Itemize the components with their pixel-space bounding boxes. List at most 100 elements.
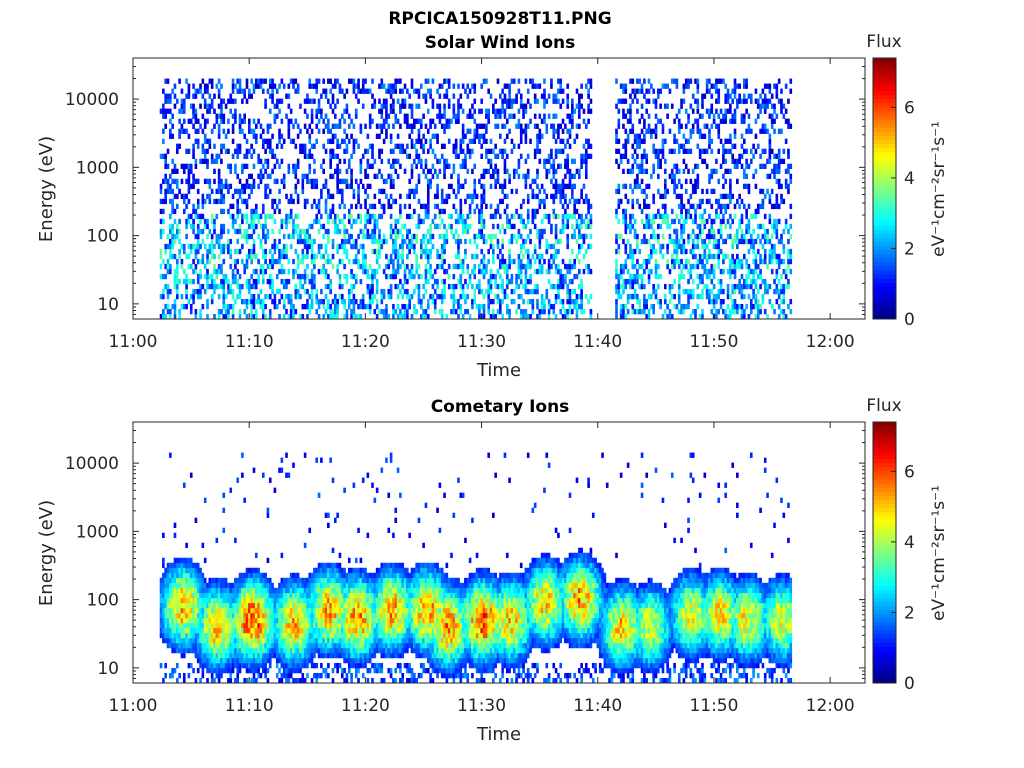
heatmap-cell <box>694 308 697 315</box>
heatmap-cell <box>436 263 439 270</box>
heatmap-cell <box>580 103 583 109</box>
heatmap-cell <box>222 98 226 104</box>
heatmap-cell <box>719 288 723 295</box>
heatmap-cell <box>440 188 444 195</box>
heatmap-cell <box>394 273 398 280</box>
heatmap-cell <box>215 213 219 220</box>
heatmap-cell <box>220 183 223 190</box>
colorbar-segment <box>873 241 896 247</box>
heatmap-cell <box>243 93 246 99</box>
heatmap-cell <box>710 108 714 114</box>
heatmap-cell <box>747 248 751 255</box>
heatmap-cell <box>345 88 349 94</box>
heatmap-cell <box>440 193 444 200</box>
heatmap-cell <box>169 188 172 195</box>
heatmap-cell <box>729 293 732 300</box>
heatmap-cell <box>578 198 581 205</box>
heatmap-cell <box>584 193 588 200</box>
heatmap-cell <box>761 298 765 305</box>
heatmap-cell <box>749 308 753 315</box>
heatmap-cell <box>712 273 716 280</box>
heatmap-cell <box>196 198 200 205</box>
heatmap-cell <box>461 158 465 165</box>
heatmap-cell <box>782 268 786 275</box>
heatmap-cell <box>775 223 779 230</box>
heatmap-cell <box>524 248 528 255</box>
heatmap-cell <box>371 238 374 245</box>
heatmap-cell <box>684 248 688 255</box>
heatmap-cell <box>775 218 779 225</box>
heatmap-cell <box>206 178 209 185</box>
heatmap-cell <box>264 168 267 175</box>
heatmap-cell <box>724 118 728 124</box>
heatmap-cell <box>315 178 319 185</box>
heatmap-cell <box>536 183 539 190</box>
heatmap-cell <box>526 153 530 159</box>
heatmap-cell <box>338 188 342 195</box>
heatmap-cell <box>436 113 439 119</box>
heatmap-cell <box>547 153 551 159</box>
heatmap-cell <box>187 188 191 195</box>
heatmap-cell <box>677 293 681 300</box>
heatmap-cell <box>208 283 212 290</box>
colorbar-segment <box>873 302 896 308</box>
heatmap-cell <box>419 138 423 144</box>
heatmap-cell <box>429 248 432 255</box>
heatmap-cell <box>196 118 200 124</box>
heatmap-cell <box>701 133 704 139</box>
heatmap-cell <box>657 298 660 305</box>
heatmap-cell <box>615 238 618 245</box>
heatmap-cell <box>336 243 339 250</box>
heatmap-cell <box>559 238 563 245</box>
heatmap-cell <box>392 83 395 89</box>
heatmap-cell <box>259 173 263 180</box>
heatmap-cell <box>617 163 621 170</box>
heatmap-cell <box>459 103 463 109</box>
heatmap-cell <box>747 223 751 230</box>
heatmap-cell <box>617 203 621 210</box>
heatmap-cell <box>331 263 335 270</box>
heatmap-cell <box>636 198 639 205</box>
heatmap-cell <box>487 158 490 165</box>
heatmap-cell <box>426 198 430 205</box>
heatmap-cell <box>710 148 714 154</box>
heatmap-cell <box>189 118 193 124</box>
heatmap-cell <box>192 173 195 180</box>
heatmap-cell <box>629 78 632 84</box>
heatmap-cell <box>292 308 295 315</box>
heatmap-cell <box>461 223 465 230</box>
heatmap-cell <box>722 238 725 245</box>
heatmap-cell <box>631 98 635 104</box>
heatmap-cell <box>222 143 226 149</box>
heatmap-cell <box>524 103 528 109</box>
heatmap-cell <box>668 308 672 315</box>
heatmap-cell <box>787 248 790 255</box>
heatmap-cell <box>480 198 484 205</box>
x-tick-label: 11:10 <box>225 332 274 352</box>
heatmap-cell <box>364 78 367 84</box>
heatmap-cell <box>589 153 593 159</box>
heatmap-cell <box>201 238 205 245</box>
heatmap-cell <box>273 198 277 205</box>
heatmap-cell <box>433 303 437 310</box>
heatmap-cell <box>543 158 546 165</box>
heatmap-cell <box>317 268 321 275</box>
heatmap-cell <box>480 218 484 225</box>
heatmap-cell <box>666 258 669 265</box>
heatmap-cell <box>331 123 335 129</box>
heatmap-cell <box>306 303 309 310</box>
heatmap-cell <box>478 233 481 240</box>
heatmap-cell <box>206 148 209 154</box>
heatmap-cell <box>766 263 769 270</box>
heatmap-cell <box>636 278 639 285</box>
heatmap-cell <box>169 263 172 270</box>
heatmap-cell <box>229 203 233 210</box>
heatmap-cell <box>505 293 509 300</box>
heatmap-cell <box>378 198 381 205</box>
heatmap-cell <box>210 103 214 109</box>
heatmap-cell <box>677 308 681 315</box>
heatmap-cell <box>631 168 635 175</box>
heatmap-cell <box>301 238 305 245</box>
heatmap-cell <box>173 313 177 320</box>
heatmap-cell <box>424 253 428 260</box>
